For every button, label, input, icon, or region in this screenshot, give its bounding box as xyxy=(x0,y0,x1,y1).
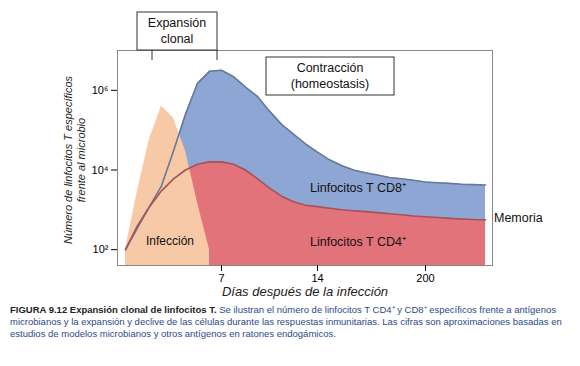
svg-text:Linfocitos T CD4⁺: Linfocitos T CD4⁺ xyxy=(310,235,406,249)
svg-text:Días después de la infección: Días después de la infección xyxy=(222,284,388,299)
svg-text:Infección: Infección xyxy=(146,234,194,248)
svg-text:10²: 10² xyxy=(93,243,109,255)
svg-text:clonal: clonal xyxy=(161,32,194,46)
svg-text:Número de linfocitos T específ: Número de linfocitos T específicosfrente… xyxy=(62,75,87,244)
svg-text:10⁴: 10⁴ xyxy=(92,164,109,176)
svg-text:Expansión: Expansión xyxy=(148,16,206,30)
svg-text:Contracción: Contracción xyxy=(297,61,364,75)
svg-text:200: 200 xyxy=(416,272,434,284)
html-text:FIGURA 9.12 Expansión clonal d: FIGURA 9.12 Expansión clonal de linfocit… xyxy=(10,304,562,339)
svg-text:7: 7 xyxy=(218,272,224,284)
svg-text:Memoria: Memoria xyxy=(494,211,543,225)
svg-text:14: 14 xyxy=(311,272,323,284)
svg-text:(homeostasis): (homeostasis) xyxy=(291,77,370,91)
svg-text:10⁶: 10⁶ xyxy=(92,84,109,96)
svg-text:Linfocitos T CD8⁺: Linfocitos T CD8⁺ xyxy=(310,181,406,195)
